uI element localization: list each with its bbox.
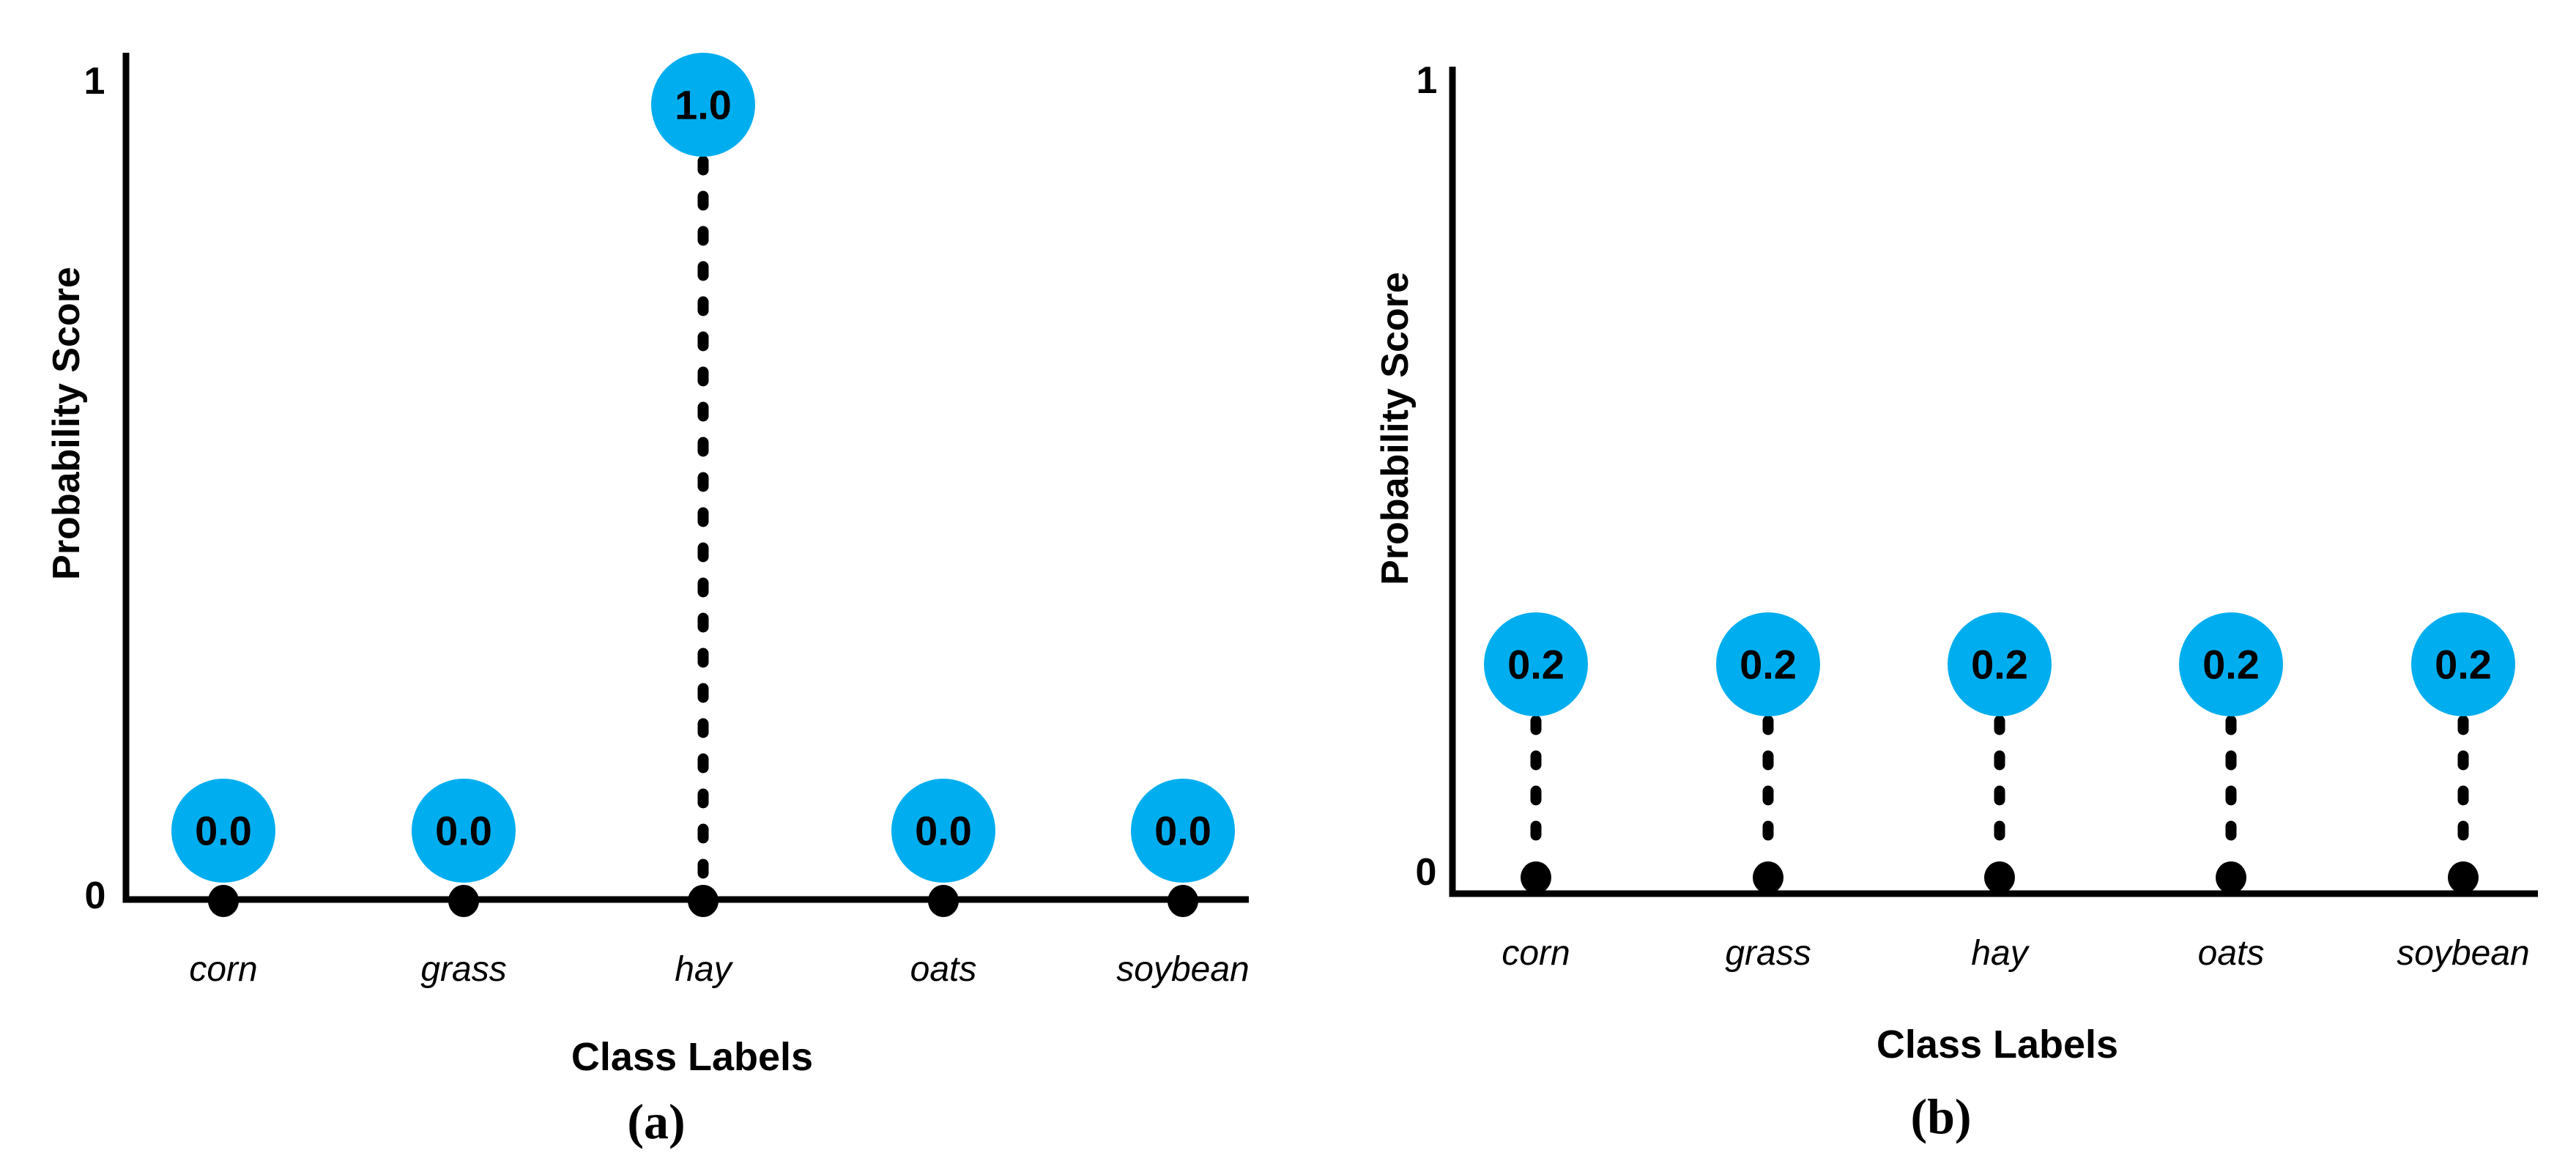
value-bubble-label: 0.2 [2435,642,2492,688]
category-label: soybean [1116,950,1249,989]
value-bubble-label: 0.2 [1507,642,1564,688]
category-label: grass [1725,934,1811,973]
value-bubble [651,53,755,157]
category-dot [1168,885,1198,917]
category-label: corn [189,950,257,989]
y-tick-label-1: 1 [1417,59,1438,102]
y-axis-label: Probability Score [45,267,88,580]
x-axis-label: Class Labels [1877,1023,2118,1067]
category-dot [688,885,719,917]
category-dot [1753,861,1783,894]
category-label: oats [2198,934,2265,973]
y-axis-label: Probability Score [1374,272,1417,585]
value-bubble [1131,779,1235,883]
y-tick-label-0: 0 [1416,851,1437,894]
value-bubble-label: 0.0 [195,808,252,854]
value-bubble [2411,612,2515,716]
panel-caption: (b) [1910,1088,1971,1144]
category-dot [1521,861,1551,894]
panel-caption: (a) [627,1094,685,1149]
value-bubble [171,779,275,883]
value-bubble [2179,612,2283,716]
y-tick-label-1: 1 [84,60,105,103]
value-bubble [1948,612,2052,716]
value-bubble [1484,612,1588,716]
category-label: hay [675,950,733,989]
value-bubble-label: 0.0 [915,808,972,854]
value-bubble-label: 0.0 [1154,808,1211,854]
category-label: grass [420,950,506,989]
category-dot [1984,861,2015,894]
category-label: soybean [2397,934,2529,973]
x-axis-label: Class Labels [571,1035,813,1079]
value-bubble [1716,612,1820,716]
category-dot [208,885,239,917]
value-bubble-label: 0.2 [1971,642,2028,688]
value-bubble-label: 0.2 [2202,642,2260,688]
category-dot [2448,861,2479,894]
value-bubble [412,779,516,883]
category-label: oats [910,950,977,989]
category-label: corn [1502,934,1570,973]
y-tick-label-0: 0 [85,875,106,917]
value-bubble-label: 0.0 [435,808,492,854]
category-dot [448,885,479,917]
value-bubble [891,779,995,883]
category-dot [928,885,959,917]
category-dot [2216,861,2246,894]
value-bubble-label: 0.2 [1740,642,1797,688]
value-bubble-label: 1.0 [675,82,732,128]
category-label: hay [1971,934,2030,973]
